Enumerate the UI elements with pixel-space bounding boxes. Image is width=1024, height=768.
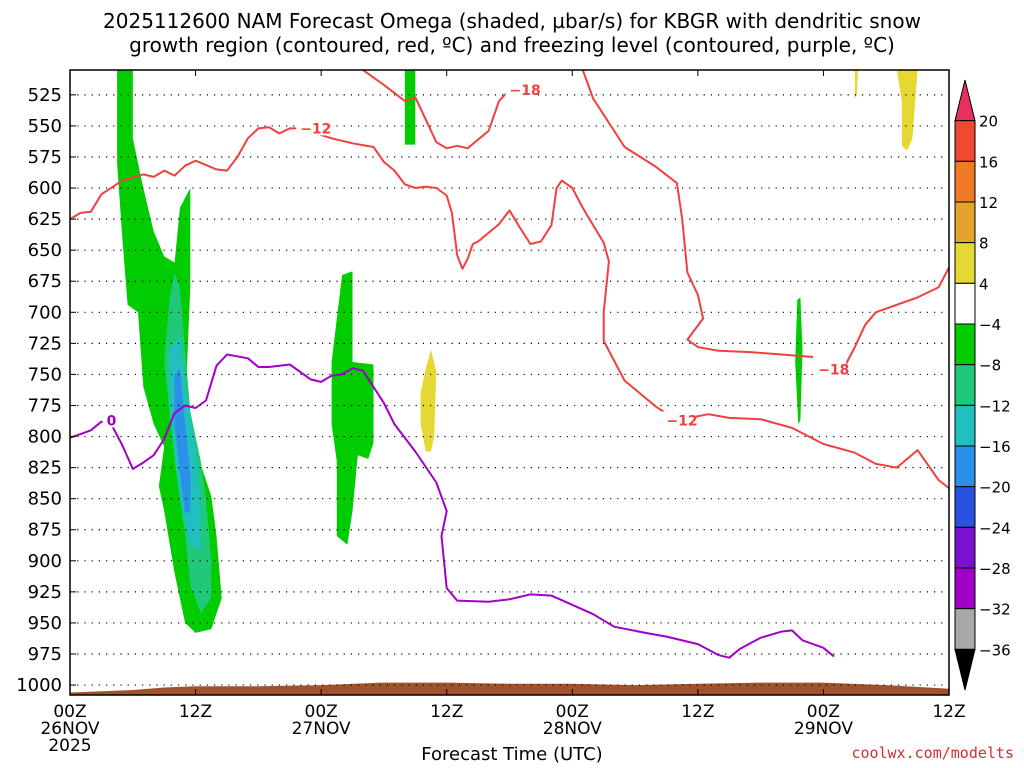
x-tick-label-time: 12Z (430, 702, 463, 722)
colorbar-swatch (954, 608, 976, 650)
x-tick-label-year: 2025 (48, 736, 91, 756)
colorbar-top-triangle (954, 79, 976, 122)
downward-motion-yellow-2 (896, 70, 918, 151)
x-tick-label-time: 12Z (179, 702, 212, 722)
y-tick-label: 775 (28, 395, 62, 416)
colorbar-swatch (954, 486, 976, 528)
colorbar-swatch (954, 242, 976, 284)
contour-lines: −12 −18 −12 −18 0 (70, 70, 949, 659)
y-tick-label: 900 (28, 551, 62, 572)
colorbar-swatch (954, 201, 976, 244)
upward-motion-blue (174, 368, 191, 514)
freezing-level (70, 353, 835, 659)
colorbar-tick-label: 12 (979, 194, 998, 212)
chart-title-line-1: 2025112600 NAM Forecast Omega (shaded, µ… (103, 9, 921, 33)
downward-motion-yellow-3 (854, 70, 858, 99)
y-tick-label: 725 (28, 333, 62, 354)
colorbar-swatch (954, 445, 976, 488)
colorbar-swatch (954, 567, 976, 610)
y-tick-label: 825 (28, 458, 62, 479)
x-tick-label-time: 12Z (932, 702, 965, 722)
y-tick-label: 975 (28, 644, 62, 665)
credit-link[interactable]: coolwx.com/modelts (851, 744, 1014, 762)
y-tick-label: 800 (28, 427, 62, 448)
x-axis-label: Forecast Time (UTC) (421, 744, 603, 765)
dgz-minus18-right-label: −18 (818, 362, 849, 378)
omega-shading (117, 70, 918, 633)
y-tick-label: 700 (28, 302, 62, 323)
colorbar-swatch (954, 404, 976, 447)
y-tick-label: 1000 (16, 675, 62, 696)
upward-motion-green-2 (331, 271, 374, 545)
upward-motion-green-4 (795, 297, 803, 425)
y-tick-label: 650 (28, 240, 62, 261)
dgz-minus18-label-bg (505, 80, 538, 97)
colorbar-tick-label: −8 (979, 357, 1001, 375)
y-tick-label: 550 (28, 116, 62, 137)
downward-motion-yellow-1 (420, 349, 437, 452)
y-tick-label: 950 (28, 613, 62, 634)
colorbar-bottom-triangle (954, 648, 976, 691)
dgz-minus18-right (818, 266, 949, 373)
dgz-minus18-label: −18 (510, 83, 541, 99)
y-tick-label: 750 (28, 364, 62, 385)
axes: 525 550 575 600 625 650 675 700 725 750 775 800 825 8… (16, 69, 966, 756)
x-tick-label-date: 28NOV (543, 719, 602, 739)
x-tick-label-time: 00Z (305, 702, 338, 722)
colorbar-tick-label: −4 (979, 316, 1001, 334)
x-tick-label-date: 27NOV (292, 719, 351, 739)
freezing-level-label-bg (102, 411, 119, 428)
y-tick-label: 625 (28, 209, 62, 230)
x-tick-label-time: 12Z (681, 702, 714, 722)
y-tick-label: 575 (28, 147, 62, 168)
x-tick-label-time: 00Z (53, 702, 86, 722)
colorbar-swatch (954, 526, 976, 569)
dgz-minus18-right-label-bg (814, 360, 847, 377)
colorbar-tick-label: −36 (979, 641, 1011, 659)
dgz-minus12-mid-label: −12 (666, 413, 697, 429)
x-tick-label-time: 00Z (556, 702, 589, 722)
pressure-gridlines (70, 94, 949, 686)
dgz-minus12-mid-label-bg (662, 411, 695, 428)
colorbar-tick-label: 20 (979, 113, 998, 131)
colorbar-swatch (954, 282, 976, 325)
chart-title-line-2: growth region (contoured, red, ºC) and f… (129, 33, 895, 57)
colorbar-tick-label: 4 (979, 275, 989, 293)
upward-motion-green-3 (404, 70, 416, 145)
y-tick-label: 600 (28, 178, 62, 199)
y-tick-label: 525 (28, 85, 62, 106)
y-tick-label: 850 (28, 489, 62, 510)
colorbar: 20 16 12 8 4 −4 −8 −12 −16 −20 −24 −28 −32 −36 (954, 79, 1011, 691)
colorbar-tick-label: −24 (979, 519, 1011, 537)
colorbar-tick-label: −16 (979, 438, 1011, 456)
dgz-minus12-upper-label-bg (296, 119, 329, 136)
x-tick-label-time: 00Z (807, 702, 840, 722)
colorbar-swatch (954, 323, 976, 366)
dgz-minus12-mid (581, 70, 814, 358)
dgz-minus12-upper (70, 126, 949, 490)
y-tick-label: 875 (28, 520, 62, 541)
colorbar-tick-label: −28 (979, 560, 1011, 578)
y-tick-label: 925 (28, 582, 62, 603)
colorbar-tick-label: −20 (979, 479, 1011, 497)
colorbar-swatch (954, 364, 976, 406)
colorbar-tick-label: −12 (979, 397, 1011, 415)
freezing-level-label: 0 (107, 413, 117, 429)
terrain-fill (70, 682, 949, 695)
colorbar-tick-label: −32 (979, 601, 1011, 619)
colorbar-tick-label: 8 (979, 235, 989, 253)
colorbar-tick-label: 16 (979, 153, 998, 171)
plot-frame (69, 69, 950, 696)
x-tick-label-date: 26NOV (40, 719, 99, 739)
dgz-minus12-upper-label: −12 (300, 121, 331, 137)
colorbar-swatch (954, 160, 976, 203)
colorbar-swatch (954, 120, 976, 162)
x-tick-label-date: 29NOV (794, 719, 853, 739)
dgz-minus18 (362, 70, 511, 150)
y-tick-label: 675 (28, 271, 62, 292)
terrain-layer (70, 682, 949, 695)
